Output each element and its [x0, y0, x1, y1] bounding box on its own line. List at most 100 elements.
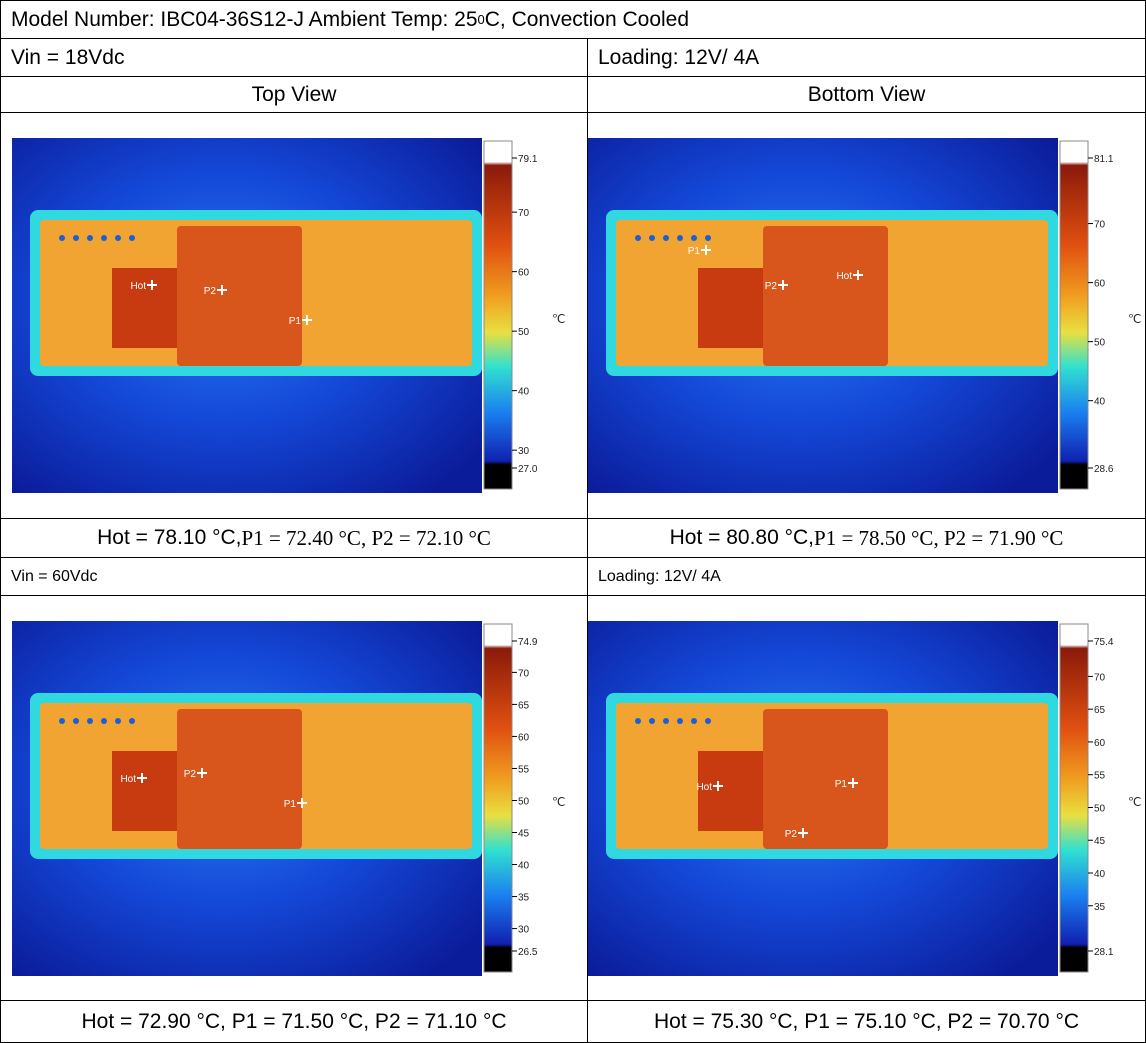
component — [73, 718, 79, 724]
caption: Hot = 72.90 °C, P1 = 71.50 °C, P2 = 71.1… — [0, 1000, 588, 1043]
scale-label: 45 — [1094, 836, 1106, 847]
hot-region — [112, 751, 182, 831]
scale-label: 50 — [518, 796, 530, 807]
scale-label: 28.1 — [1094, 947, 1114, 958]
caption: Hot = 75.30 °C, P1 = 75.10 °C, P2 = 70.7… — [587, 1000, 1146, 1043]
vin-label: Vin = 18Vdc — [0, 38, 588, 77]
scale-label: 28.6 — [1094, 464, 1114, 475]
transformer — [763, 226, 888, 366]
scale-label: 70 — [518, 668, 530, 679]
view-heading-cell: Top View — [0, 76, 588, 113]
text-part: P1 = 78.50 °C, P2 = 71.90 °C — [814, 526, 1063, 551]
view-heading-cell: Bottom View — [587, 76, 1146, 113]
color-bar — [1060, 624, 1088, 972]
component — [87, 718, 93, 724]
marker-label: Hot — [120, 774, 136, 785]
scale-label: 40 — [1094, 869, 1106, 880]
loading-label: Loading: 12V/ 4A — [587, 557, 1146, 596]
unit-label: ℃ — [552, 795, 565, 809]
scale-label: 60 — [518, 268, 530, 279]
scale-label: 81.1 — [1094, 154, 1114, 165]
scale-label: 60 — [1094, 279, 1106, 290]
component — [677, 235, 683, 241]
component — [129, 235, 135, 241]
unit-label: ℃ — [552, 312, 565, 326]
marker-label: P1 — [288, 316, 301, 327]
scale-label: 50 — [1094, 803, 1106, 814]
component — [677, 718, 683, 724]
component — [635, 718, 641, 724]
scale-label: 27.0 — [518, 464, 538, 475]
marker-label: P1 — [688, 246, 701, 257]
scale-label: 75.4 — [1094, 637, 1114, 648]
caption: Hot = 78.10 °C, P1 = 72.40 °C, P2 = 72.1… — [0, 518, 588, 558]
text-part: Hot = 72.90 °C, P1 = 71.50 °C, P2 = 71.1… — [81, 1010, 506, 1034]
color-bar — [484, 624, 512, 972]
row-label: Vin = 18Vdc — [11, 46, 124, 70]
scale-label: 70 — [1094, 220, 1106, 231]
scale-label: 26.5 — [518, 947, 538, 958]
scale-label: 40 — [518, 387, 530, 398]
text-part: Hot = 80.80 °C, — [670, 526, 814, 550]
component — [87, 235, 93, 241]
text-part: P1 = 72.40 °C, P2 = 72.10 °C — [242, 526, 491, 551]
marker-label: Hot — [696, 782, 712, 793]
text-part: Hot = 78.10 °C, — [97, 526, 241, 550]
loading-label: Loading: 12V/ 4A — [587, 38, 1146, 77]
title: Model Number: IBC04-36S12-J Ambient Temp… — [0, 0, 1146, 39]
scale-label: 30 — [518, 446, 530, 457]
document: Model Number: IBC04-36S12-J Ambient Temp… — [0, 0, 1146, 1043]
view-heading: Top View — [252, 83, 337, 107]
component — [691, 235, 697, 241]
marker-label: P1 — [283, 799, 296, 810]
scale-label: 35 — [518, 892, 530, 903]
component — [59, 718, 65, 724]
marker-label: Hot — [130, 281, 146, 292]
scale-label: 65 — [518, 700, 530, 711]
color-bar — [484, 141, 512, 489]
component — [649, 235, 655, 241]
text-part: Model Number: IBC04-36S12-J Ambient Temp… — [11, 8, 478, 32]
scale-label: 30 — [518, 924, 530, 935]
component — [115, 718, 121, 724]
scale-label: 74.9 — [518, 637, 538, 648]
vin-label: Vin = 60Vdc — [0, 557, 588, 596]
scale-label: 45 — [518, 828, 530, 839]
component — [101, 235, 107, 241]
marker-label: Hot — [836, 271, 852, 282]
scale-label: 60 — [518, 732, 530, 743]
scale-label: 40 — [1094, 397, 1106, 408]
scale-label: 70 — [518, 208, 530, 219]
scale-label: 40 — [518, 860, 530, 871]
marker-label: P2 — [183, 769, 196, 780]
color-bar — [1060, 141, 1088, 489]
component — [129, 718, 135, 724]
scale-label: 35 — [1094, 901, 1106, 912]
transformer — [763, 709, 888, 849]
scale-label: 55 — [1094, 770, 1106, 781]
component — [59, 235, 65, 241]
row-label: Loading: 12V/ 4A — [598, 568, 721, 586]
component — [663, 235, 669, 241]
component — [101, 718, 107, 724]
view-heading: Bottom View — [808, 83, 926, 107]
scale-label: 70 — [1094, 672, 1106, 683]
hot-region — [112, 268, 182, 348]
marker-label: P2 — [203, 286, 216, 297]
row-label: Vin = 60Vdc — [11, 568, 97, 586]
component — [635, 235, 641, 241]
row-label: Loading: 12V/ 4A — [598, 46, 759, 70]
marker-label: P2 — [785, 829, 798, 840]
component — [705, 235, 711, 241]
component — [649, 718, 655, 724]
scale-label: 60 — [1094, 737, 1106, 748]
component — [115, 235, 121, 241]
transformer — [177, 226, 302, 366]
